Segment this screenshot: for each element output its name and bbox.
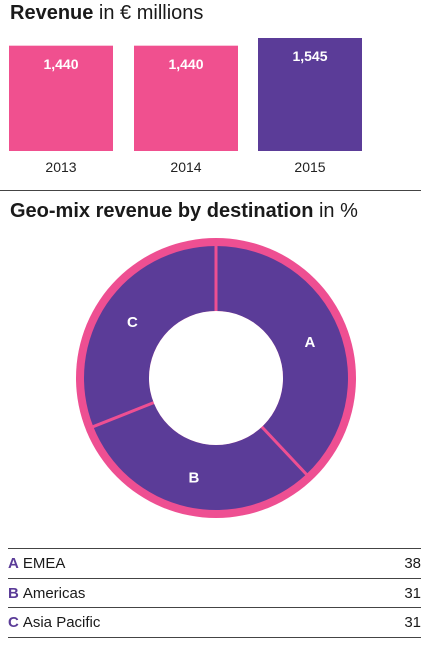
donut-label-a: A xyxy=(304,334,315,351)
bar-2013 xyxy=(9,45,113,151)
legend-name: EMEA xyxy=(22,555,66,572)
donut-segment-c xyxy=(83,246,216,427)
donut-divider-3 xyxy=(87,401,155,431)
legend-name: Asia Pacific xyxy=(22,614,101,631)
legend-name: Americas xyxy=(22,585,86,602)
geo-title-unit: in % xyxy=(313,200,358,222)
donut-label-b: B xyxy=(189,470,200,487)
legend-value: 31 xyxy=(404,614,421,631)
donut-label-c: C xyxy=(127,314,138,331)
section-divider xyxy=(0,190,421,191)
donut-hole xyxy=(149,311,283,445)
legend-letter: B xyxy=(8,585,19,602)
donut-segment-b xyxy=(93,402,307,510)
legend-row-b: B Americas 31 xyxy=(8,578,421,608)
bar-category-label-2013: 2013 xyxy=(45,159,77,175)
legend-letter: C xyxy=(8,614,19,631)
bar-value-label-2015: 1,545 xyxy=(292,48,328,64)
revenue-title-unit: in € millions xyxy=(93,2,204,24)
revenue-bar-chart xyxy=(9,38,362,151)
legend-row-a: A EMEA 38 xyxy=(8,548,421,578)
bar-2015 xyxy=(258,38,362,151)
bar-value-label-2014: 1,440 xyxy=(168,55,204,72)
donut-segment-a xyxy=(216,246,348,475)
geo-title-bold: Geo-mix revenue by destination xyxy=(10,200,314,222)
legend-letter: A xyxy=(8,555,19,572)
bar-2014 xyxy=(134,45,238,151)
legend-row-c: C Asia Pacific 31 xyxy=(8,607,421,638)
bar-category-label-2015: 2015 xyxy=(294,159,326,175)
donut-divider-2 xyxy=(260,425,312,480)
geo-title: Geo-mix revenue by destination in % xyxy=(10,200,358,223)
revenue-title: Revenue in € millions xyxy=(10,2,203,25)
legend-value: 31 xyxy=(404,585,421,602)
bar-category-label-2014: 2014 xyxy=(170,159,202,175)
legend-value: 38 xyxy=(404,555,421,572)
bar-value-label-2013: 1,440 xyxy=(43,55,79,72)
revenue-title-bold: Revenue xyxy=(10,2,94,24)
